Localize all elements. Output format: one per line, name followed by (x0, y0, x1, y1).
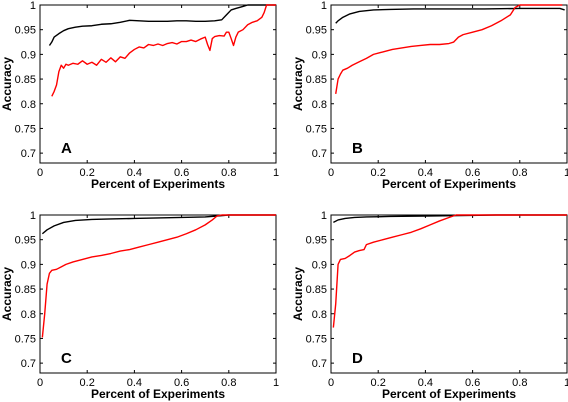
x-tick-label: 0.2 (371, 167, 386, 179)
x-tick-label: 0.6 (174, 167, 189, 179)
y-tick-label: 0.7 (312, 358, 327, 370)
chart-panel-b: 0 0.2 0.4 0.6 0.8 1 1 0.95 0.9 0.85 0.8 0.75 0.7 Perc… (291, 0, 568, 191)
x-tick-label: 0 (328, 377, 334, 389)
panel-label: C (61, 350, 72, 367)
x-tick-label: 1 (273, 377, 279, 389)
y-tick-label: 1 (321, 0, 327, 12)
y-axis-label: Accuracy (0, 57, 14, 111)
series-line-red (41, 214, 276, 338)
series-line-red (335, 4, 563, 94)
y-tick-label: 0.95 (15, 25, 36, 37)
chart-panel-c: 0 0.2 0.4 0.6 0.8 1 1 0.95 0.9 0.85 0.8 0.75 0.7 Perc… (0, 210, 279, 401)
x-tick-label: 0.4 (127, 167, 142, 179)
y-tick-label: 0.85 (306, 284, 327, 296)
y-tick-label: 0.9 (312, 49, 327, 61)
plot-frame (330, 4, 568, 164)
x-tick-label: 0.6 (174, 377, 189, 389)
y-tick-label: 0.75 (306, 333, 327, 345)
x-tick-label: 0.8 (512, 377, 527, 389)
x-tick-label: 0.4 (418, 377, 433, 389)
y-tick-label: 0.75 (306, 123, 327, 135)
y-tick-label: 0.8 (21, 99, 36, 111)
x-axis-label: Percent of Experiments (91, 177, 225, 191)
y-tick-label: 1 (321, 210, 327, 222)
y-tick-label: 0.9 (21, 259, 36, 271)
y-axis-label: Accuracy (291, 57, 305, 111)
x-tick-label: 0 (37, 167, 43, 179)
series-line-black (48, 4, 276, 46)
x-tick-label: 0.2 (371, 377, 386, 389)
plot-frame (330, 214, 568, 374)
x-tick-label: 0.8 (512, 167, 527, 179)
x-axis-label: Percent of Experiments (382, 177, 516, 191)
x-tick-label: 0.2 (80, 167, 95, 179)
y-tick-label: 0.7 (312, 148, 327, 160)
y-tick-label: 0.7 (21, 358, 36, 370)
x-tick-label: 0.6 (465, 167, 480, 179)
panel-label: B (352, 140, 363, 157)
y-axis-label: Accuracy (291, 267, 305, 321)
x-tick-label: 1 (564, 377, 568, 389)
x-tick-label: 0.6 (465, 377, 480, 389)
y-tick-label: 0.75 (15, 123, 36, 135)
chart-panel-a: 0 0.2 0.4 0.6 0.8 1 1 0.95 0.9 0.85 0.8 0.75 0.7 Perc… (0, 0, 279, 191)
x-axis-label: Percent of Experiments (382, 387, 516, 401)
x-tick-label: 0 (37, 377, 43, 389)
x-tick-label: 0 (328, 167, 334, 179)
y-tick-label: 0.75 (15, 333, 36, 345)
y-tick-label: 0.95 (306, 235, 327, 247)
y-tick-label: 0.7 (21, 148, 36, 160)
plot-frame (39, 214, 277, 374)
series-line-red (51, 4, 276, 97)
x-tick-label: 0.4 (127, 377, 142, 389)
series-line-black (333, 214, 567, 224)
y-tick-label: 1 (30, 210, 36, 222)
x-tick-label: 0.8 (221, 167, 236, 179)
chart-panel-d: 0 0.2 0.4 0.6 0.8 1 1 0.95 0.9 0.85 0.8 0.75 0.7 Perc… (291, 210, 568, 401)
series-line-black (41, 214, 276, 235)
y-tick-label: 0.95 (306, 25, 327, 37)
x-axis-label: Percent of Experiments (91, 387, 225, 401)
y-tick-label: 0.9 (21, 49, 36, 61)
y-tick-label: 0.95 (15, 235, 36, 247)
panel-label: D (352, 350, 363, 367)
x-tick-label: 1 (273, 167, 279, 179)
y-tick-label: 0.85 (15, 284, 36, 296)
y-tick-label: 0.85 (306, 74, 327, 86)
panel-label: A (61, 140, 72, 157)
y-tick-label: 0.85 (15, 74, 36, 86)
y-tick-label: 1 (30, 0, 36, 12)
x-tick-label: 1 (564, 167, 568, 179)
y-tick-label: 0.8 (312, 99, 327, 111)
y-tick-label: 0.9 (312, 259, 327, 271)
plot-frame (39, 4, 277, 164)
series-line-black (335, 7, 565, 24)
y-tick-label: 0.8 (21, 309, 36, 321)
y-axis-label: Accuracy (0, 267, 14, 321)
y-tick-label: 0.8 (312, 309, 327, 321)
x-tick-label: 0.4 (418, 167, 433, 179)
x-tick-label: 0.2 (80, 377, 95, 389)
x-tick-label: 0.8 (221, 377, 236, 389)
series-line-red (332, 214, 567, 328)
